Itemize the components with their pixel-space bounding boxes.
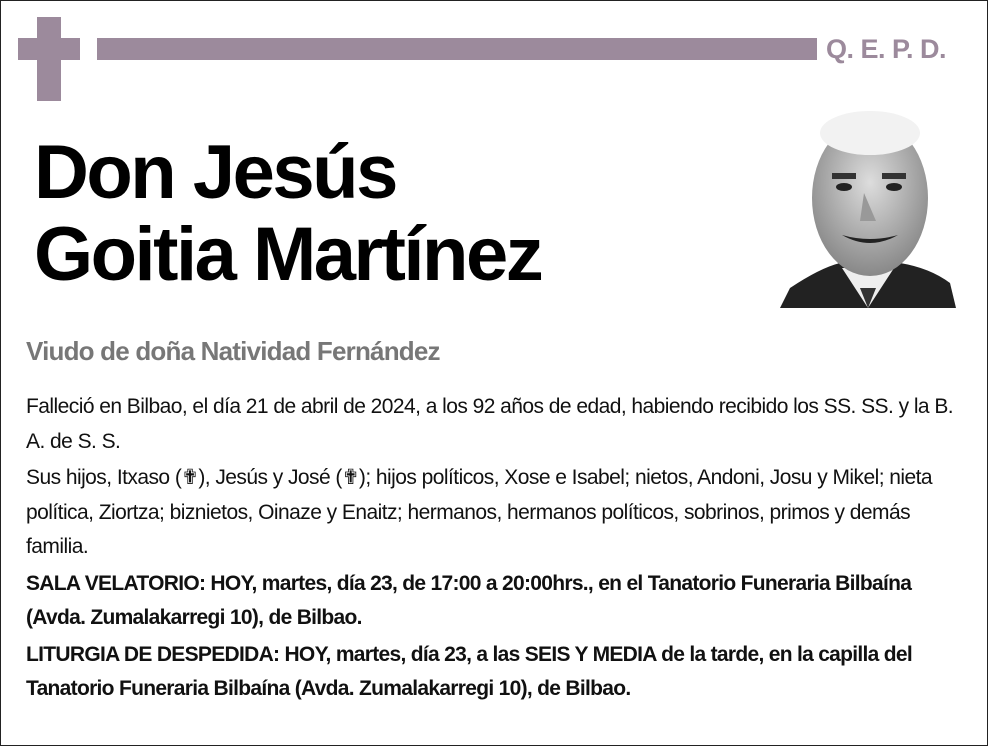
deceased-name: Don Jesús Goitia Martínez [34,130,544,297]
family-list: Sus hijos, Itxaso (✟), Jesús y José (✟);… [26,466,933,558]
portrait-photo [780,103,956,308]
wake-info: SALA VELATORIO: HOY, martes, día 23, de … [26,571,912,630]
death-notice: Falleció en Bilbao, el día 21 de abril d… [26,395,954,453]
obituary-body: Falleció en Bilbao, el día 21 de abril d… [26,390,966,709]
qepd-badge: Q. E. P. D. [826,34,947,64]
header-bar [97,38,817,60]
funeral-info: LITURGIA DE DESPEDIDA: HOY, martes, día … [26,642,913,701]
widow-line: Viudo de doña Natividad Fernández [26,336,441,366]
name-line-2: Goitia Martínez [34,212,544,297]
cross-horizontal [18,38,80,60]
name-line-1: Don Jesús [34,130,398,215]
